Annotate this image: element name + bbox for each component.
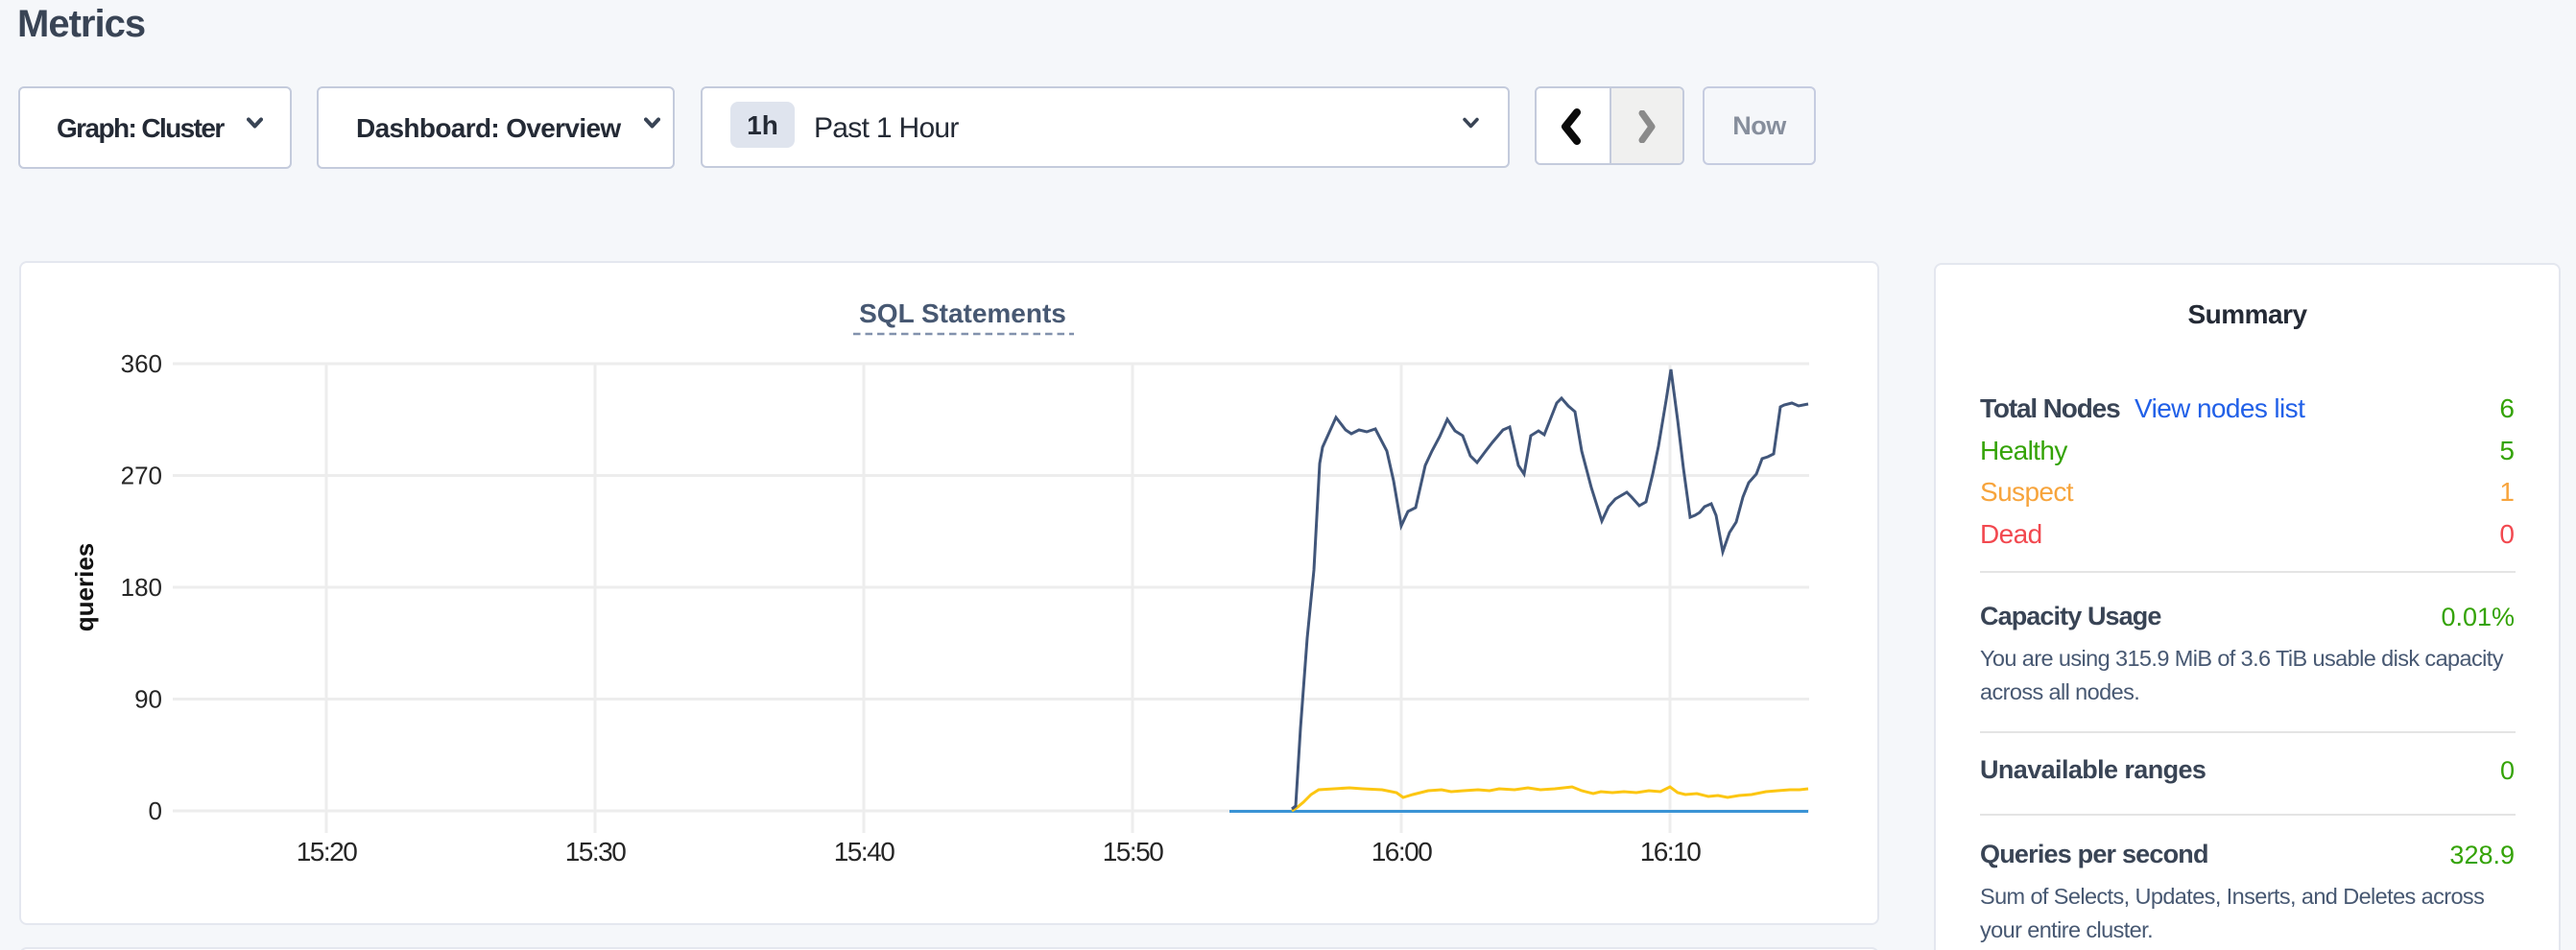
svg-text:90: 90	[134, 685, 162, 714]
svg-text:15:20: 15:20	[297, 837, 357, 867]
svg-text:queries: queries	[70, 543, 99, 632]
svg-text:15:40: 15:40	[834, 837, 894, 867]
svg-text:270: 270	[121, 462, 162, 490]
svg-text:180: 180	[121, 573, 162, 602]
svg-text:16:10: 16:10	[1640, 837, 1701, 867]
svg-text:360: 360	[121, 349, 162, 378]
svg-text:16:00: 16:00	[1371, 837, 1432, 867]
svg-text:15:30: 15:30	[565, 837, 626, 867]
svg-text:0: 0	[149, 796, 162, 825]
svg-text:15:50: 15:50	[1103, 837, 1163, 867]
